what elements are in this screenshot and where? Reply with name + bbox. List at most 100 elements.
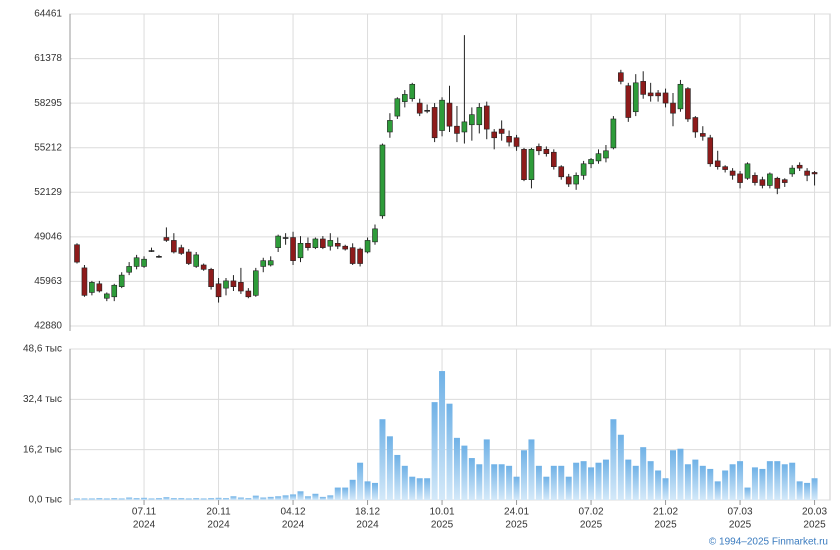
y-tick-label: 55212 xyxy=(34,142,62,153)
volume-bar xyxy=(468,458,475,500)
volume-bar xyxy=(223,498,229,500)
volume-bar xyxy=(349,479,356,500)
candle-body xyxy=(141,258,147,267)
candle-body xyxy=(230,280,237,287)
candle-body xyxy=(320,238,326,248)
candle-body xyxy=(178,247,185,254)
x-tick-label: 07.03 xyxy=(728,507,753,518)
candle-body xyxy=(163,237,170,241)
volume-bar xyxy=(230,496,237,500)
candle-body xyxy=(96,283,103,292)
candle-body xyxy=(707,137,714,165)
candle-body xyxy=(640,81,647,95)
volume-bar xyxy=(424,478,431,500)
volume-bar xyxy=(766,461,773,500)
candle-body xyxy=(74,244,80,263)
candle-body xyxy=(409,83,416,100)
volume-bar xyxy=(357,462,364,500)
volume-bar xyxy=(88,498,95,500)
candle-body xyxy=(752,175,758,183)
volume-bar xyxy=(483,439,490,500)
x-tick-label: 2024 xyxy=(356,520,379,531)
candle-body xyxy=(253,270,259,296)
candle-body xyxy=(200,264,207,270)
y-tick-label: 48,6 тыс xyxy=(23,344,62,355)
volume-bar xyxy=(804,482,811,500)
volume-bar xyxy=(707,468,714,500)
volume-bar xyxy=(312,493,319,500)
volume-bar xyxy=(751,467,758,500)
candle-body xyxy=(483,105,490,130)
y-tick-label: 42880 xyxy=(34,321,62,332)
volume-bar xyxy=(386,436,393,500)
candle-body xyxy=(759,179,766,186)
volume-bar xyxy=(260,497,267,500)
candle-body xyxy=(767,173,773,186)
volume-bar xyxy=(126,497,133,500)
volume-bar xyxy=(133,498,140,500)
volume-bar xyxy=(543,476,550,500)
candle-body xyxy=(603,150,609,159)
candle-body xyxy=(692,117,699,133)
volume-bar xyxy=(74,498,80,500)
volume-bar xyxy=(453,437,460,500)
volume-bar xyxy=(208,498,215,500)
candle-body xyxy=(811,172,818,175)
volume-bar xyxy=(476,464,483,500)
candle-body xyxy=(267,260,274,266)
candle-body xyxy=(305,243,311,248)
volume-bar xyxy=(722,470,729,500)
volume-bar xyxy=(647,461,654,500)
candle-body xyxy=(104,293,110,299)
candle-body xyxy=(387,120,393,133)
candle-body xyxy=(714,160,721,167)
candle-body xyxy=(349,247,356,264)
volume-bar xyxy=(692,459,699,500)
volume-bar xyxy=(141,497,148,500)
candle-body xyxy=(573,175,579,185)
volume-bar xyxy=(118,498,125,500)
x-tick-label: 20.11 xyxy=(206,507,231,518)
candle-body xyxy=(506,136,512,143)
volume-bar xyxy=(379,419,386,500)
volume-bar xyxy=(178,498,185,500)
candle-body xyxy=(781,179,788,183)
volume-bar xyxy=(617,434,624,500)
x-tick-label: 04.12 xyxy=(281,507,306,518)
volume-bar xyxy=(372,482,378,500)
candle-body xyxy=(357,248,363,264)
candle-body xyxy=(722,166,728,170)
y-tick-label: 64461 xyxy=(34,9,62,20)
volume-bar xyxy=(521,450,527,500)
candle-body xyxy=(275,235,281,248)
candle-body xyxy=(89,282,95,293)
volume-bar xyxy=(602,459,609,500)
volume-bar xyxy=(759,468,766,500)
candle-body xyxy=(238,282,244,292)
candle-body xyxy=(118,274,125,287)
volume-bar xyxy=(252,495,259,500)
candle-body xyxy=(364,240,371,253)
x-tick-label: 20.03 xyxy=(802,507,827,518)
candle-body xyxy=(491,131,498,139)
candle-body xyxy=(647,92,654,97)
volume-bar xyxy=(148,498,155,500)
candle-body xyxy=(655,92,661,97)
volume-bar xyxy=(416,478,423,500)
x-tick-label: 2024 xyxy=(282,520,305,531)
candle-body xyxy=(804,170,810,176)
x-tick-label: 2024 xyxy=(207,520,230,531)
volume-bar xyxy=(267,496,274,500)
volume-bar xyxy=(282,495,289,500)
candle-body xyxy=(550,151,557,167)
x-tick-label: 2024 xyxy=(133,520,156,531)
candle-body xyxy=(342,245,349,250)
candle-body xyxy=(618,72,624,82)
volume-bar xyxy=(163,497,170,500)
y-tick-label: 52129 xyxy=(34,187,62,198)
candle-body xyxy=(744,163,751,179)
volume-bar xyxy=(237,497,244,500)
plot-area xyxy=(69,13,831,327)
y-tick-label: 58295 xyxy=(34,98,62,109)
